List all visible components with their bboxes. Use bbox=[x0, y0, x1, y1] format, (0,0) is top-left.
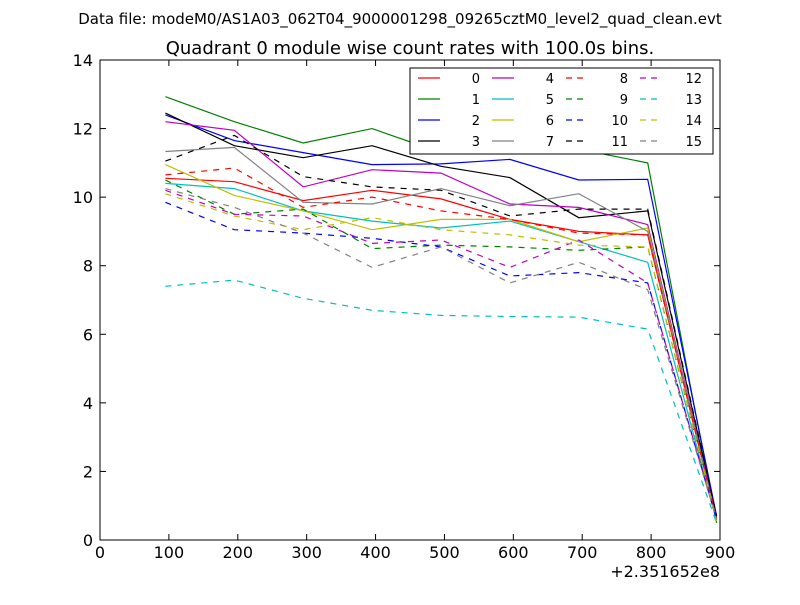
legend-label-11: 11 bbox=[611, 135, 628, 150]
legend-label-4: 4 bbox=[546, 72, 554, 87]
legend-label-0: 0 bbox=[472, 72, 480, 87]
legend-label-15: 15 bbox=[685, 135, 702, 150]
legend-label-10: 10 bbox=[611, 114, 628, 129]
series-line-9 bbox=[165, 179, 718, 522]
x-tick-label: 700 bbox=[567, 543, 598, 562]
chart-title: Quadrant 0 module wise count rates with … bbox=[166, 38, 655, 59]
legend-label-14: 14 bbox=[685, 114, 702, 129]
figure-suptitle: Data file: modeM0/AS1A03_062T04_90000012… bbox=[78, 10, 722, 29]
x-tick-label: 600 bbox=[498, 543, 529, 562]
y-tick-label: 10 bbox=[73, 188, 93, 207]
y-tick-label: 0 bbox=[83, 531, 93, 550]
series-line-6 bbox=[165, 164, 718, 522]
legend-label-1: 1 bbox=[472, 93, 480, 108]
series-line-8 bbox=[165, 167, 718, 520]
x-tick-label: 800 bbox=[636, 543, 667, 562]
series-line-5 bbox=[165, 182, 718, 522]
x-tick-label: 200 bbox=[223, 543, 254, 562]
y-tick-label: 12 bbox=[73, 120, 93, 139]
y-tick-label: 4 bbox=[83, 394, 93, 413]
series-line-2 bbox=[165, 114, 718, 517]
y-tick-label: 6 bbox=[83, 325, 93, 344]
legend-label-2: 2 bbox=[472, 114, 480, 129]
legend-label-6: 6 bbox=[546, 114, 554, 129]
series-line-0 bbox=[165, 177, 718, 520]
legend-label-3: 3 bbox=[472, 135, 480, 150]
x-tick-label: 0 bbox=[95, 543, 105, 562]
x-tick-label: 900 bbox=[705, 543, 736, 562]
legend-label-13: 13 bbox=[685, 93, 702, 108]
y-tick-label: 8 bbox=[83, 257, 93, 276]
legend-label-7: 7 bbox=[546, 135, 554, 150]
x-tick-label: 500 bbox=[429, 543, 460, 562]
y-tick-label: 14 bbox=[73, 51, 93, 70]
y-tick-label: 2 bbox=[83, 462, 93, 481]
legend-label-12: 12 bbox=[685, 72, 702, 87]
series-line-11 bbox=[165, 134, 718, 517]
legend-label-5: 5 bbox=[546, 93, 554, 108]
legend-label-8: 8 bbox=[620, 72, 628, 87]
legend-label-9: 9 bbox=[620, 93, 628, 108]
legend-frame bbox=[409, 67, 714, 155]
x-tick-label: 300 bbox=[291, 543, 322, 562]
series-line-7 bbox=[165, 146, 718, 520]
plot-frame bbox=[99, 59, 721, 541]
x-tick-label: 400 bbox=[360, 543, 391, 562]
x-axis-offset-label: +2.351652e8 bbox=[610, 562, 720, 581]
x-tick-label: 100 bbox=[154, 543, 185, 562]
series-line-15 bbox=[165, 188, 718, 520]
series-line-13 bbox=[165, 279, 718, 524]
